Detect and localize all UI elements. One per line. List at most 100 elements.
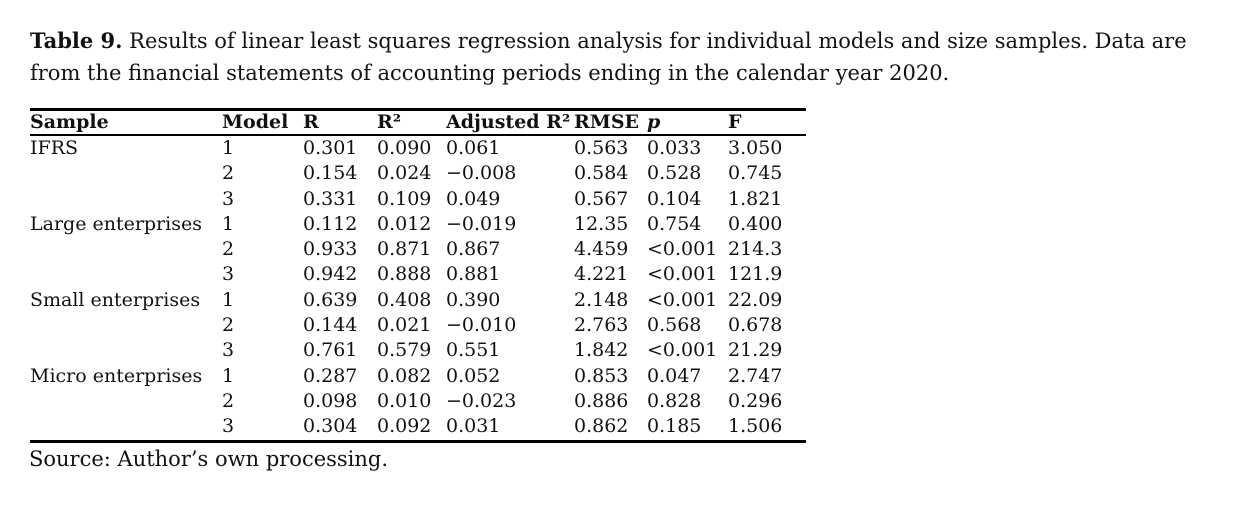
- table-row: 3 0.761 0.579 0.551 1.842 <0.001 21.29: [30, 338, 806, 363]
- header-model: Model: [222, 109, 303, 136]
- cell-sample: Large enterprises: [30, 212, 202, 235]
- cell-r2: 0.021: [377, 314, 432, 337]
- header-r: R: [303, 109, 377, 136]
- table-body: IFRS 1 0.301 0.090 0.061 0.563 0.033 3.050 2 0.15…: [30, 135, 806, 441]
- cell-r2: 0.092: [377, 415, 432, 438]
- cell-f: 1.506: [728, 415, 783, 438]
- cell-rmse: 2.763: [574, 314, 629, 337]
- cell-r: 0.304: [303, 415, 358, 438]
- header-adjusted-r-squared: Adjusted R²: [446, 109, 574, 136]
- cell-model: 2: [222, 162, 235, 185]
- table-row: Micro enterprises 1 0.287 0.082 0.052 0.853 0.…: [30, 364, 806, 389]
- cell-sample: [30, 338, 222, 363]
- cell-model: 1: [222, 288, 235, 311]
- table-row: Large enterprises 1 0.112 0.012 −0.019 12.35 0…: [30, 212, 806, 237]
- cell-sample: [30, 313, 222, 338]
- cell-sample: [30, 414, 222, 441]
- cell-sample: Small enterprises: [30, 288, 201, 311]
- cell-r2: 0.082: [377, 364, 432, 387]
- cell-sample: [30, 187, 222, 212]
- cell-model: 1: [222, 364, 235, 387]
- table-row: IFRS 1 0.301 0.090 0.061 0.563 0.033 3.050: [30, 135, 806, 161]
- cell-sample: IFRS: [30, 137, 79, 159]
- cell-r2: 0.871: [377, 238, 432, 261]
- cell-sample: [30, 161, 222, 186]
- cell-sample: Micro enterprises: [30, 364, 203, 387]
- table-row: 3 0.331 0.109 0.049 0.567 0.104 1.821: [30, 187, 806, 212]
- cell-rmse: 1.842: [574, 339, 629, 362]
- cell-r2: 0.010: [377, 389, 432, 412]
- cell-adj_r2: −0.010: [446, 314, 517, 337]
- cell-adj_r2: −0.008: [446, 162, 517, 185]
- caption-label: Table 9.: [30, 28, 123, 53]
- cell-r: 0.942: [303, 263, 358, 286]
- regression-results-table: Sample Model R R² Adjusted R² RMSE p F I…: [30, 108, 806, 443]
- table-header: Sample Model R R² Adjusted R² RMSE p F: [30, 109, 806, 136]
- cell-r: 0.933: [303, 238, 358, 261]
- cell-model: 2: [222, 238, 235, 261]
- cell-p: 0.568: [647, 314, 702, 337]
- cell-adj_r2: 0.551: [446, 339, 501, 362]
- cell-p: 0.047: [647, 364, 702, 387]
- table-row: 2 0.154 0.024 −0.008 0.584 0.528 0.745: [30, 161, 806, 186]
- cell-r: 0.098: [303, 389, 358, 412]
- cell-r: 0.144: [303, 314, 358, 337]
- cell-model: 2: [222, 389, 235, 412]
- cell-model: 3: [222, 415, 235, 438]
- caption-line-1: Table 9. Results of linear least squares…: [30, 25, 1187, 57]
- cell-r2: 0.012: [377, 212, 432, 235]
- header-f-statistic: F: [728, 109, 806, 136]
- cell-rmse: 0.563: [574, 137, 629, 159]
- cell-r2: 0.579: [377, 339, 432, 362]
- cell-adj_r2: 0.052: [446, 364, 501, 387]
- cell-p: 0.754: [647, 212, 702, 235]
- cell-p: <0.001: [647, 288, 718, 311]
- header-p-value: p: [647, 109, 728, 136]
- cell-r2: 0.408: [377, 288, 432, 311]
- cell-r: 0.331: [303, 187, 358, 210]
- cell-r2: 0.090: [377, 137, 432, 159]
- table-row: 3 0.304 0.092 0.031 0.862 0.185 1.506: [30, 414, 806, 441]
- cell-model: 3: [222, 263, 235, 286]
- cell-rmse: 12.35: [574, 212, 629, 235]
- cell-p: 0.528: [647, 162, 702, 185]
- cell-sample: [30, 262, 222, 287]
- cell-rmse: 4.459: [574, 238, 629, 261]
- cell-model: 1: [222, 212, 235, 235]
- header-r-squared: R²: [377, 109, 446, 136]
- cell-f: 0.678: [728, 314, 783, 337]
- table-row: 2 0.098 0.010 −0.023 0.886 0.828 0.296: [30, 389, 806, 414]
- cell-f: 214.3: [728, 238, 783, 261]
- cell-adj_r2: 0.031: [446, 415, 501, 438]
- table-row: 2 0.144 0.021 −0.010 2.763 0.568 0.678: [30, 313, 806, 338]
- cell-rmse: 0.584: [574, 162, 629, 185]
- cell-f: 1.821: [728, 187, 783, 210]
- cell-f: 0.400: [728, 212, 783, 235]
- cell-model: 3: [222, 187, 235, 210]
- source-note: Source: Author’s own processing.: [29, 447, 389, 471]
- cell-f: 0.296: [728, 389, 783, 412]
- table-row: 2 0.933 0.871 0.867 4.459 <0.001 214.3: [30, 237, 806, 262]
- cell-model: 3: [222, 339, 235, 362]
- cell-model: 1: [222, 137, 235, 159]
- table-caption: Table 9. Results of linear least squares…: [30, 25, 1187, 89]
- cell-p: <0.001: [647, 263, 718, 286]
- cell-rmse: 0.567: [574, 187, 629, 210]
- cell-f: 21.29: [728, 339, 783, 362]
- table-row: Small enterprises 1 0.639 0.408 0.390 2.148 <0…: [30, 288, 806, 313]
- cell-f: 121.9: [728, 263, 783, 286]
- cell-f: 3.050: [728, 137, 783, 159]
- cell-r: 0.761: [303, 339, 358, 362]
- cell-rmse: 0.853: [574, 364, 629, 387]
- cell-r: 0.112: [303, 212, 358, 235]
- cell-p: 0.828: [647, 389, 702, 412]
- cell-adj_r2: 0.049: [446, 187, 501, 210]
- cell-p: <0.001: [647, 238, 718, 261]
- cell-p: 0.104: [647, 187, 702, 210]
- header-row: Sample Model R R² Adjusted R² RMSE p F: [30, 109, 806, 136]
- cell-sample: [30, 389, 222, 414]
- cell-adj_r2: 0.867: [446, 238, 501, 261]
- table-row: 3 0.942 0.888 0.881 4.221 <0.001 121.9: [30, 262, 806, 287]
- cell-rmse: 2.148: [574, 288, 629, 311]
- cell-adj_r2: 0.390: [446, 288, 501, 311]
